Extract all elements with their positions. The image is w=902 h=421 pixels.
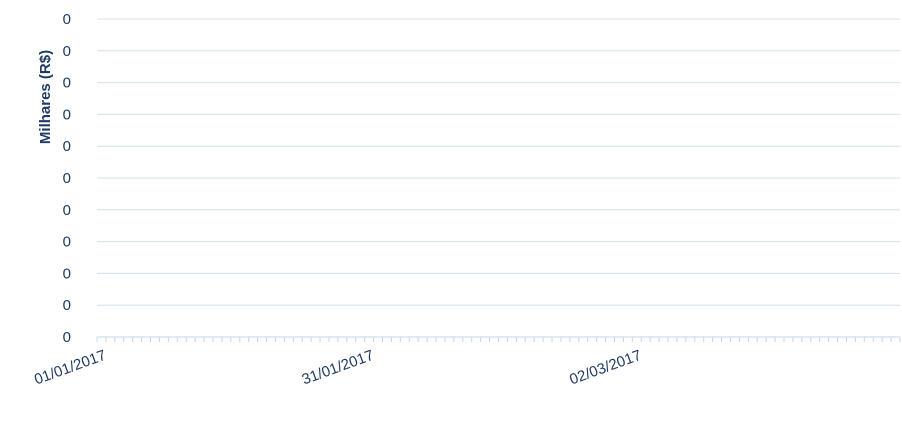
y-tick-label: 0 <box>63 11 71 28</box>
y-tick-label: 0 <box>63 138 71 155</box>
y-tick-label: 0 <box>63 234 71 251</box>
gridlines <box>97 18 900 306</box>
x-tick-label: 31/01/2017 <box>300 347 376 389</box>
x-tick-label: 02/03/2017 <box>567 347 643 389</box>
y-tick-label: 0 <box>63 329 71 346</box>
y-tick-label: 0 <box>63 43 71 60</box>
y-tick-label: 0 <box>63 170 71 187</box>
y-axis-tick-labels: 0 0 0 0 0 0 0 0 0 0 0 <box>63 11 71 346</box>
y-tick-label: 0 <box>63 202 71 219</box>
y-tick-label: 0 <box>63 106 71 123</box>
x-tick-label: 01/01/2017 <box>32 347 108 389</box>
x-axis <box>96 336 901 342</box>
x-axis-tick-labels: 01/01/2017 31/01/2017 02/03/2017 <box>32 347 644 389</box>
y-tick-label: 0 <box>63 265 71 282</box>
y-tick-label: 0 <box>63 75 71 92</box>
y-tick-label: 0 <box>63 297 71 314</box>
y-axis-title: Milhares (R$) <box>37 50 54 144</box>
